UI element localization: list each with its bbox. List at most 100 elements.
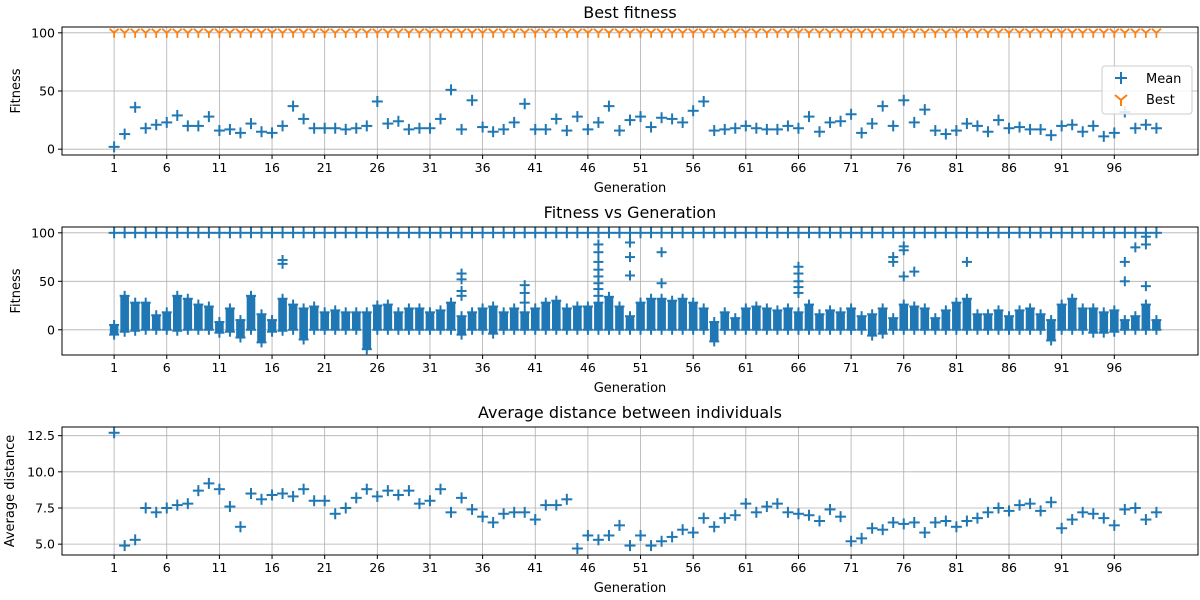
- individuals-band: [551, 300, 561, 330]
- individual-point: [1025, 324, 1036, 335]
- best-point: [835, 28, 846, 38]
- mean-point: [150, 119, 162, 131]
- individual-point: [509, 324, 520, 335]
- individual-point: [1014, 324, 1025, 335]
- individual-point: [172, 325, 183, 336]
- best-point: [877, 28, 888, 38]
- individuals-band: [1036, 314, 1045, 330]
- individual-point: [130, 325, 141, 336]
- distance-point: [298, 483, 310, 495]
- y-tick-label: 100: [31, 225, 55, 240]
- individual-point: [782, 324, 793, 335]
- x-tick-label: 21: [317, 560, 333, 575]
- individual-point-top: [203, 227, 215, 239]
- distance-point: [645, 540, 657, 552]
- individual-point-top: [929, 227, 941, 239]
- best-point: [561, 28, 572, 38]
- distance-point: [540, 499, 552, 511]
- individual-point: [245, 290, 256, 301]
- individual-point-top: [403, 227, 415, 239]
- individual-point-top: [1003, 227, 1015, 239]
- distance-point: [277, 488, 289, 500]
- individuals-band: [794, 312, 803, 330]
- individual-point-top: [540, 227, 552, 239]
- individual-point-top: [814, 227, 826, 239]
- best-point: [814, 28, 825, 38]
- individual-point: [172, 290, 183, 301]
- individual-point-top: [1045, 227, 1057, 239]
- individual-point: [340, 307, 351, 318]
- individual-point-outlier: [909, 266, 920, 277]
- x-tick-label: 96: [1106, 160, 1122, 175]
- best-point: [888, 28, 899, 38]
- individuals-band: [351, 312, 361, 330]
- individual-point-top: [171, 227, 183, 239]
- individual-point: [435, 324, 446, 335]
- individual-point-top: [1119, 227, 1131, 239]
- individual-point: [1004, 311, 1015, 322]
- distance-point: [971, 512, 983, 524]
- best-point: [119, 28, 130, 38]
- individuals-band: [215, 322, 224, 333]
- individual-point: [572, 324, 583, 335]
- best-point: [909, 28, 920, 38]
- mean-point: [729, 122, 741, 134]
- individual-point: [888, 324, 899, 335]
- individual-point: [814, 324, 825, 335]
- individuals-band: [1131, 316, 1140, 330]
- individual-point: [277, 293, 288, 304]
- chart-title: Average distance between individuals: [478, 403, 782, 422]
- best-point: [414, 28, 425, 38]
- individuals-band: [162, 312, 172, 330]
- individual-point: [740, 303, 751, 314]
- best-point: [540, 28, 551, 38]
- x-tick-label: 31: [422, 160, 438, 175]
- individual-point: [467, 307, 478, 318]
- distance-point: [1066, 514, 1078, 526]
- individuals-band: [1099, 312, 1109, 333]
- individual-point: [1046, 315, 1057, 326]
- individuals-band: [888, 318, 898, 330]
- individual-point-top: [308, 227, 320, 239]
- best-point: [603, 28, 615, 38]
- individual-point: [898, 299, 909, 310]
- individuals-band: [1141, 304, 1151, 330]
- mean-point: [371, 95, 383, 107]
- individual-point: [951, 324, 962, 335]
- individual-point: [277, 325, 288, 336]
- mean-point: [277, 120, 289, 132]
- distance-point: [750, 506, 762, 518]
- mean-point: [1140, 119, 1152, 131]
- individuals-band: [952, 302, 961, 330]
- distance-point: [740, 498, 752, 510]
- x-tick-label: 76: [896, 160, 912, 175]
- distance-point: [319, 495, 331, 507]
- individual-point: [498, 324, 509, 335]
- individual-point: [203, 324, 214, 335]
- individual-point-top: [635, 227, 647, 239]
- panel-best-fitness: Best fitness 1 6 11 16 21 26 31 36 41 46 51 56 61 66 7…: [9, 3, 1199, 196]
- individual-point-outlier: [1119, 256, 1130, 267]
- mean-point: [561, 125, 573, 137]
- x-tick-label: 51: [633, 160, 649, 175]
- legend: Mean Best: [1101, 65, 1193, 115]
- individuals-band: [857, 316, 866, 330]
- best-point: [677, 28, 688, 38]
- distance-point: [919, 527, 931, 539]
- mean-point: [740, 120, 752, 132]
- individual-point: [603, 324, 614, 335]
- mean-point: [508, 116, 520, 128]
- individual-point-top: [266, 227, 278, 239]
- x-tick-label: 16: [264, 160, 280, 175]
- individual-point-outlier: [625, 270, 635, 281]
- distance-point: [161, 502, 173, 514]
- individual-point: [1035, 324, 1046, 335]
- y-tick-label: 50: [39, 274, 55, 289]
- individual-point: [182, 293, 193, 304]
- distance-point: [592, 534, 604, 546]
- individual-point: [1025, 303, 1036, 314]
- best-point: [1077, 28, 1088, 38]
- individual-point: [309, 324, 320, 335]
- individuals-band: [573, 306, 582, 330]
- individual-point-top: [824, 227, 836, 239]
